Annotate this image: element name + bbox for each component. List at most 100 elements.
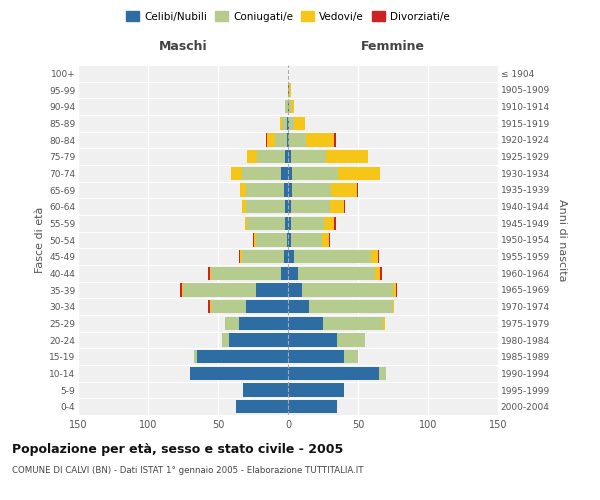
Bar <box>183 284 256 296</box>
Bar <box>225 316 239 330</box>
Bar <box>291 234 322 246</box>
Bar <box>288 316 323 330</box>
Bar <box>380 266 382 280</box>
Bar <box>285 216 288 230</box>
Bar <box>284 184 288 196</box>
Bar <box>180 284 182 296</box>
Bar <box>257 150 285 164</box>
Legend: Celibi/Nubili, Coniugati/e, Vedovi/e, Divorziati/e: Celibi/Nubili, Coniugati/e, Vedovi/e, Di… <box>122 7 454 26</box>
Bar <box>239 316 288 330</box>
Bar <box>287 134 288 146</box>
Bar <box>253 234 254 246</box>
Bar <box>182 284 183 296</box>
Bar <box>229 334 288 346</box>
Bar <box>377 250 379 264</box>
Bar <box>239 250 241 264</box>
Bar <box>230 166 242 180</box>
Bar <box>288 334 337 346</box>
Bar <box>246 184 284 196</box>
Bar <box>287 116 288 130</box>
Bar <box>334 134 335 146</box>
Bar <box>289 100 291 114</box>
Bar <box>288 366 379 380</box>
Bar <box>242 250 284 264</box>
Bar <box>285 100 288 114</box>
Bar <box>288 84 289 96</box>
Bar <box>334 216 335 230</box>
Bar <box>209 266 211 280</box>
Bar <box>288 384 344 396</box>
Bar <box>288 200 291 213</box>
Bar <box>293 250 371 264</box>
Bar <box>275 134 287 146</box>
Bar <box>292 184 331 196</box>
Bar <box>306 134 334 146</box>
Bar <box>288 150 291 164</box>
Bar <box>289 134 306 146</box>
Bar <box>371 250 377 264</box>
Bar <box>242 166 281 180</box>
Bar <box>288 234 291 246</box>
Bar <box>288 166 292 180</box>
Bar <box>209 300 211 314</box>
Bar <box>291 216 325 230</box>
Y-axis label: Anni di nascita: Anni di nascita <box>557 198 566 281</box>
Bar <box>383 316 385 330</box>
Bar <box>256 234 287 246</box>
Bar <box>288 400 337 413</box>
Bar <box>208 300 209 314</box>
Bar <box>285 200 288 213</box>
Bar <box>337 334 365 346</box>
Bar <box>247 216 285 230</box>
Bar <box>291 150 326 164</box>
Bar <box>325 216 334 230</box>
Bar <box>298 266 375 280</box>
Bar <box>344 200 346 213</box>
Bar <box>242 200 246 213</box>
Text: Popolazione per età, sesso e stato civile - 2005: Popolazione per età, sesso e stato civil… <box>12 442 343 456</box>
Bar <box>288 350 344 364</box>
Bar <box>288 266 298 280</box>
Bar <box>338 166 380 180</box>
Bar <box>288 100 289 114</box>
Text: Femmine: Femmine <box>361 40 425 54</box>
Bar <box>289 84 291 96</box>
Bar <box>283 116 287 130</box>
Bar <box>293 116 305 130</box>
Bar <box>241 184 246 196</box>
Bar <box>211 300 246 314</box>
Bar <box>329 234 330 246</box>
Bar <box>331 184 356 196</box>
Bar <box>284 250 288 264</box>
Bar <box>281 266 288 280</box>
Bar <box>322 234 329 246</box>
Y-axis label: Fasce di età: Fasce di età <box>35 207 45 273</box>
Bar <box>288 284 302 296</box>
Bar <box>241 250 242 264</box>
Bar <box>285 150 288 164</box>
Bar <box>309 300 393 314</box>
Bar <box>287 234 288 246</box>
Text: COMUNE DI CALVI (BN) - Dati ISTAT 1° gennaio 2005 - Elaborazione TUTTITALIA.IT: COMUNE DI CALVI (BN) - Dati ISTAT 1° gen… <box>12 466 364 475</box>
Bar <box>266 134 267 146</box>
Bar <box>288 134 289 146</box>
Bar <box>211 266 281 280</box>
Bar <box>190 366 288 380</box>
Bar <box>280 116 283 130</box>
Bar <box>393 284 396 296</box>
Bar <box>289 116 293 130</box>
Bar <box>281 166 288 180</box>
Bar <box>254 234 256 246</box>
Bar <box>393 300 394 314</box>
Bar <box>330 200 344 213</box>
Bar <box>291 100 293 114</box>
Bar <box>288 184 292 196</box>
Bar <box>245 216 247 230</box>
Bar <box>246 200 285 213</box>
Bar <box>243 384 288 396</box>
Bar <box>356 184 358 196</box>
Bar <box>236 400 288 413</box>
Bar <box>288 250 293 264</box>
Bar <box>396 284 397 296</box>
Bar <box>247 150 257 164</box>
